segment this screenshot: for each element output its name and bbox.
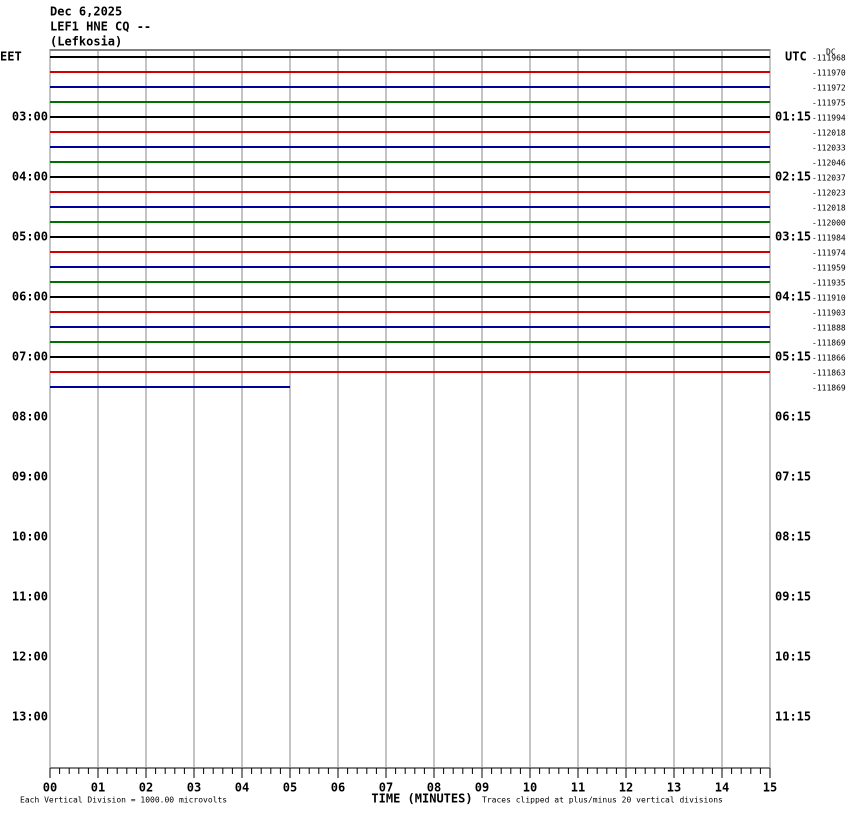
dc-offset: -111968 [812, 54, 846, 63]
dc-offset: -112037 [812, 174, 846, 183]
title-line: Dec 6,2025 [50, 5, 122, 19]
title-line: (Lefkosia) [50, 35, 122, 49]
left-time: 04:00 [12, 170, 48, 184]
scale-note: Each Vertical Division = 1000.00 microvo… [20, 796, 227, 805]
dc-offset: -111975 [812, 99, 846, 108]
right-time: 11:15 [775, 710, 811, 724]
plot-frame [49, 49, 771, 769]
left-zone: EET [0, 50, 22, 64]
x-tick-label: 09 [475, 781, 489, 795]
dc-offset: -111970 [812, 69, 846, 78]
dc-offset: -111984 [812, 234, 846, 243]
dc-offset: -111910 [812, 294, 846, 303]
left-time: 03:00 [12, 110, 48, 124]
dc-offset: -111959 [812, 264, 846, 273]
x-tick-label: 05 [283, 781, 297, 795]
dc-label: DC [826, 48, 836, 57]
x-tick-label: 15 [763, 781, 777, 795]
x-tick-label: 12 [619, 781, 633, 795]
x-tick-label: 03 [187, 781, 201, 795]
left-time: 12:00 [12, 650, 48, 664]
right-zone: UTC [785, 50, 807, 64]
x-tick-label: 07 [379, 781, 393, 795]
dc-offset: -111869 [812, 384, 846, 393]
x-tick-label: 08 [427, 781, 441, 795]
dc-offset: -112018 [812, 129, 846, 138]
title-line: LEF1 HNE CQ -- [50, 20, 151, 34]
dc-offset: -111869 [812, 339, 846, 348]
x-axis-label: TIME (MINUTES) [371, 792, 472, 806]
dc-offset: -112033 [812, 144, 846, 153]
right-time: 06:15 [775, 410, 811, 424]
x-tick-label: 13 [667, 781, 681, 795]
left-time: 08:00 [12, 410, 48, 424]
left-time: 11:00 [12, 590, 48, 604]
dc-offset: -111863 [812, 369, 846, 378]
x-tick-label: 00 [43, 781, 57, 795]
right-time: 07:15 [775, 470, 811, 484]
x-tick-label: 10 [523, 781, 537, 795]
dc-offset: -111866 [812, 354, 846, 363]
right-time: 08:15 [775, 530, 811, 544]
right-time: 04:15 [775, 290, 811, 304]
right-time: 10:15 [775, 650, 811, 664]
dc-offset: -111888 [812, 324, 846, 333]
left-time: 13:00 [12, 710, 48, 724]
right-time: 01:15 [775, 110, 811, 124]
dc-offset: -111974 [812, 249, 846, 258]
x-tick-label: 06 [331, 781, 345, 795]
dc-offset: -112023 [812, 189, 846, 198]
x-tick-label: 01 [91, 781, 105, 795]
right-time: 05:15 [775, 350, 811, 364]
right-time: 09:15 [775, 590, 811, 604]
dc-offset: -111935 [812, 279, 846, 288]
x-tick-label: 02 [139, 781, 153, 795]
dc-offset: -111903 [812, 309, 846, 318]
x-tick-label: 04 [235, 781, 249, 795]
x-tick-label: 11 [571, 781, 585, 795]
left-time: 05:00 [12, 230, 48, 244]
right-time: 02:15 [775, 170, 811, 184]
dc-offset: -112046 [812, 159, 846, 168]
left-time: 09:00 [12, 470, 48, 484]
dc-offset: -111972 [812, 84, 846, 93]
dc-offset: -112000 [812, 219, 846, 228]
left-time: 10:00 [12, 530, 48, 544]
right-time: 03:15 [775, 230, 811, 244]
clip-note: Traces clipped at plus/minus 20 vertical… [482, 796, 723, 805]
left-time: 07:00 [12, 350, 48, 364]
dc-offset: -112018 [812, 204, 846, 213]
left-time: 06:00 [12, 290, 48, 304]
dc-offset: -111994 [812, 114, 846, 123]
x-tick-label: 14 [715, 781, 729, 795]
